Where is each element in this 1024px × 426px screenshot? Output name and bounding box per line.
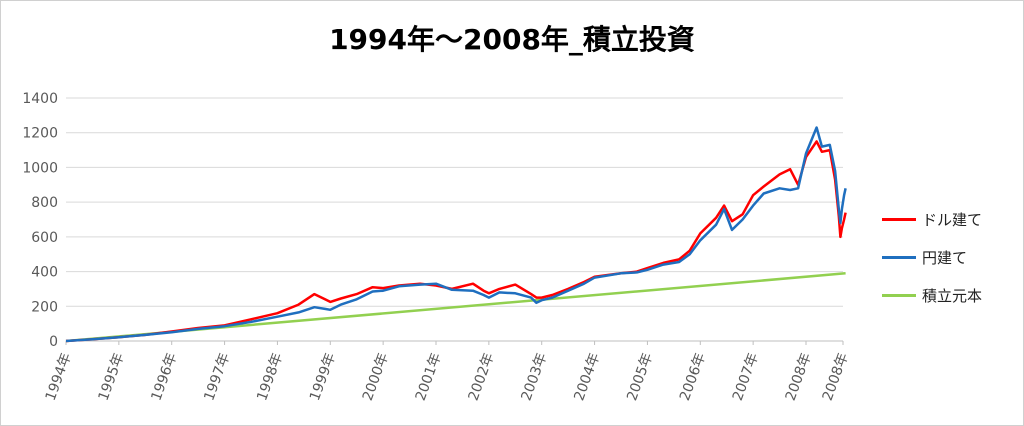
x-tick-label-9: 2003年	[518, 351, 550, 403]
x-tick-label-0: 1994年	[43, 351, 75, 403]
x-tick-label-7: 2001年	[413, 351, 445, 403]
legend: ドル建て 円建て 積立元本	[882, 200, 1022, 314]
x-tick-label-4: 1998年	[254, 351, 286, 403]
y-tick-label-400: 400	[31, 265, 58, 281]
x-tick-label-13: 2007年	[730, 351, 762, 403]
legend-swatch-yen	[882, 255, 916, 259]
x-tick-label-15: 2008年	[820, 351, 852, 403]
series-line-1	[65, 126, 847, 343]
legend-item-yen: 円建て	[882, 238, 1022, 276]
y-tick-label-1400: 1400	[22, 91, 58, 107]
legend-swatch-principal	[882, 293, 916, 297]
x-tick-label-8: 2002年	[466, 351, 498, 403]
y-tick-label-0: 0	[49, 334, 58, 350]
y-axis-ticks: 0 200 400 600 800 1000 1200 1400	[22, 91, 58, 350]
x-tick-label-10: 2004年	[571, 351, 603, 403]
y-tick-label-1200: 1200	[22, 126, 58, 142]
y-tick-label-800: 800	[31, 195, 58, 211]
x-tick-label-14: 2008年	[783, 351, 815, 403]
series-line-0	[65, 140, 847, 343]
legend-label-dollar: ドル建て	[922, 210, 983, 229]
legend-item-dollar: ドル建て	[882, 200, 1022, 238]
legend-label-principal: 積立元本	[922, 286, 983, 305]
x-tick-label-1: 1995年	[96, 351, 128, 403]
x-tick-label-3: 1997年	[201, 351, 233, 403]
series-lines	[65, 126, 847, 343]
legend-label-yen: 円建て	[922, 248, 968, 267]
x-tick-label-6: 2000年	[360, 351, 392, 403]
chart-title: 1994年～2008年_積立投資	[329, 23, 695, 56]
x-tick-label-2: 1996年	[148, 351, 180, 403]
legend-swatch-dollar	[882, 217, 916, 221]
x-axis-ticks: 1994年 1995年 1996年 1997年 1998年 1999年 2000年 2001年…	[43, 341, 852, 403]
legend-item-principal: 積立元本	[882, 276, 1022, 314]
x-tick-label-11: 2005年	[624, 351, 656, 403]
y-tick-label-1000: 1000	[22, 160, 58, 176]
gridlines	[66, 97, 843, 342]
y-tick-label-600: 600	[31, 230, 58, 246]
y-tick-label-200: 200	[31, 299, 58, 315]
x-tick-label-12: 2006年	[677, 351, 709, 403]
x-tick-label-5: 1999年	[307, 351, 339, 403]
